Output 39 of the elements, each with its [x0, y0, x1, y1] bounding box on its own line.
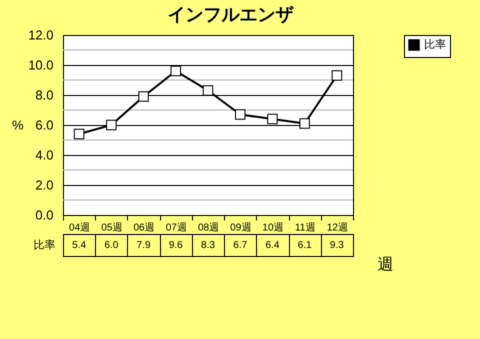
point: [202, 85, 214, 96]
x-tick-label: 07週: [166, 222, 187, 234]
y-tick-label: 4.0: [35, 148, 54, 162]
y-tick-label: 12.0: [28, 28, 54, 42]
x-axis-title: 週: [378, 256, 394, 274]
legend-label: 比率: [424, 38, 446, 51]
point: [332, 70, 342, 81]
x-tick-label: 11週: [294, 222, 316, 234]
x-tick-label: 06週: [133, 222, 155, 234]
data-label: 9.3: [330, 240, 344, 251]
x-tick-label: 08週: [198, 222, 220, 234]
data-label: 6.4: [265, 240, 280, 251]
point: [170, 66, 182, 76]
y-tick-label: 6.0: [35, 118, 54, 132]
data-label: 6.0: [104, 240, 119, 251]
point: [267, 114, 278, 124]
point: [106, 120, 117, 130]
x-tick-label: 09週: [230, 222, 252, 234]
data-label: 5.4: [72, 240, 86, 251]
x-tick-label: 04週: [69, 222, 90, 234]
x-tick-label: 12週: [326, 222, 348, 234]
x-tick-label: 05週: [101, 222, 122, 234]
y-axis-title: %: [12, 118, 24, 132]
point: [138, 91, 149, 102]
point: [299, 118, 310, 129]
point: [74, 128, 84, 140]
point: [234, 109, 246, 120]
data-label: 7.9: [136, 240, 151, 251]
data-label: 8.3: [201, 240, 216, 251]
data-label: 6.7: [233, 240, 248, 251]
x-tick-label: 10週: [262, 222, 284, 234]
data-label: 6.1: [298, 240, 312, 251]
y-tick-label: 10.0: [28, 58, 54, 72]
text: 比率: [34, 240, 56, 252]
chart-title: インフルエンザ: [168, 4, 295, 24]
data-label: 9.6: [168, 240, 184, 251]
y-tick-label: 8.0: [35, 88, 54, 102]
y-tick-label: 0.0: [35, 208, 54, 222]
y-tick-label: 2.0: [35, 178, 54, 192]
